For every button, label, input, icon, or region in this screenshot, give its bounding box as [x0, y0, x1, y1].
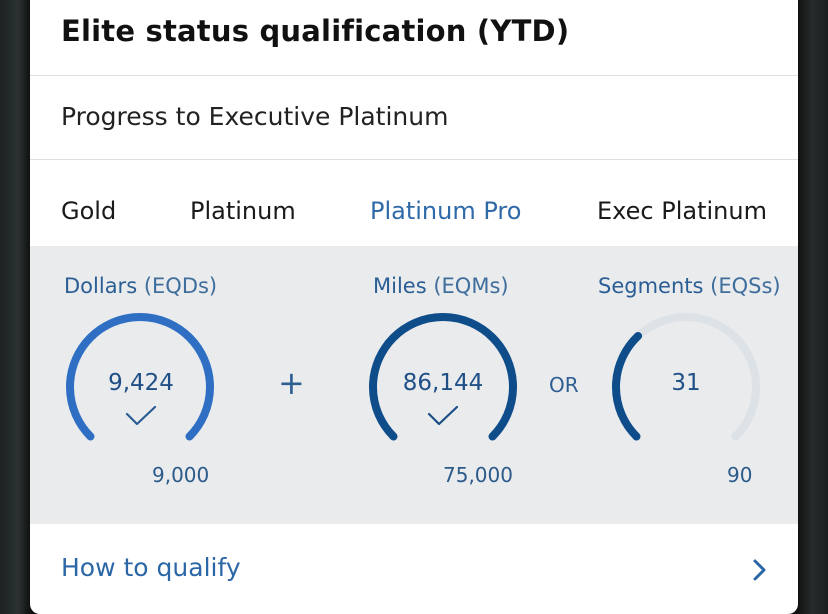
metrics-panel	[30, 246, 798, 524]
tier-gold[interactable]: Gold	[61, 197, 117, 225]
segments-target: 90	[727, 463, 753, 487]
dollars-gauge-arc	[66, 313, 214, 441]
checkmark-icon	[427, 405, 459, 426]
miles-value: 86,144	[402, 370, 484, 396]
checkmark-icon	[125, 405, 157, 426]
tier-platinum-pro[interactable]: Platinum Pro	[370, 197, 522, 225]
divider	[30, 75, 798, 76]
chevron-right-icon[interactable]	[752, 558, 768, 582]
progress-subtitle: Progress to Executive Platinum	[61, 102, 449, 131]
dollars-value: 9,424	[108, 370, 174, 396]
segments-value: 31	[671, 370, 701, 396]
miles-gauge	[369, 313, 517, 441]
or-operator: OR	[549, 373, 579, 397]
segments-unit: (EQSs)	[710, 274, 781, 298]
dollars-gauge	[66, 313, 214, 441]
how-to-qualify-link[interactable]: How to qualify	[61, 553, 241, 582]
miles-label: Miles (EQMs)	[373, 274, 509, 298]
dollars-target: 9,000	[152, 463, 210, 487]
plus-operator: +	[278, 364, 305, 402]
segments-gauge	[612, 313, 760, 441]
segments-label: Segments (EQSs)	[598, 274, 781, 298]
card-title: Elite status qualification (YTD)	[61, 14, 570, 48]
dollars-unit: (EQDs)	[143, 274, 218, 298]
miles-target: 75,000	[443, 463, 513, 487]
miles-unit: (EQMs)	[433, 274, 509, 298]
tier-exec-platinum[interactable]: Exec Platinum	[597, 197, 767, 225]
dollars-name: Dollars	[64, 274, 138, 298]
miles-gauge-arc	[369, 313, 517, 441]
divider	[30, 159, 798, 160]
dollars-label: Dollars (EQDs)	[64, 274, 217, 298]
segments-name: Segments	[598, 274, 704, 298]
miles-name: Miles	[373, 274, 427, 298]
tier-platinum[interactable]: Platinum	[190, 197, 296, 225]
segments-gauge-arc	[612, 331, 643, 441]
elite-status-card: Elite status qualification (YTD) Progres…	[30, 0, 798, 614]
